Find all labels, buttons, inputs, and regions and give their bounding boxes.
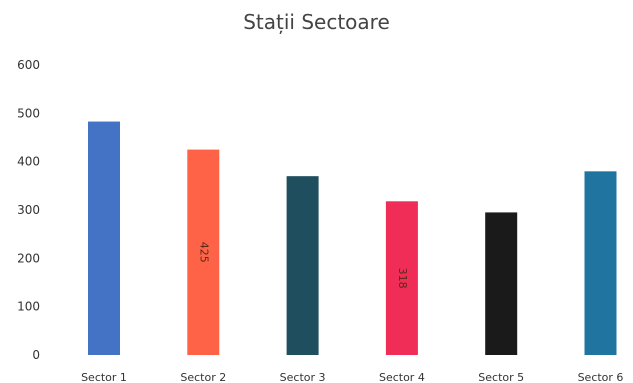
bar (584, 171, 617, 355)
y-tick-label: 200 (17, 251, 40, 265)
data-label: 425 (197, 242, 210, 263)
y-tick-label: 0 (32, 348, 40, 362)
y-tick-label: 400 (17, 155, 40, 169)
y-tick-label: 500 (17, 106, 40, 120)
x-tick-label: Sector 6 (578, 371, 624, 383)
bar (485, 212, 518, 355)
bar (286, 176, 319, 355)
y-tick-label: 600 (17, 58, 40, 72)
bar (385, 201, 418, 355)
x-tick-label: Sector 1 (81, 371, 127, 383)
x-tick-label: Sector 4 (379, 371, 425, 383)
x-tick-label: Sector 5 (478, 371, 524, 383)
y-tick-label: 100 (17, 300, 40, 314)
bar (187, 149, 220, 355)
chart-title: Stații Sectoare (243, 10, 390, 34)
x-tick-label: Sector 3 (280, 371, 326, 383)
y-tick-label: 300 (17, 203, 40, 217)
bar (88, 121, 120, 355)
x-tick-label: Sector 2 (180, 371, 226, 383)
data-label: 318 (396, 268, 409, 289)
